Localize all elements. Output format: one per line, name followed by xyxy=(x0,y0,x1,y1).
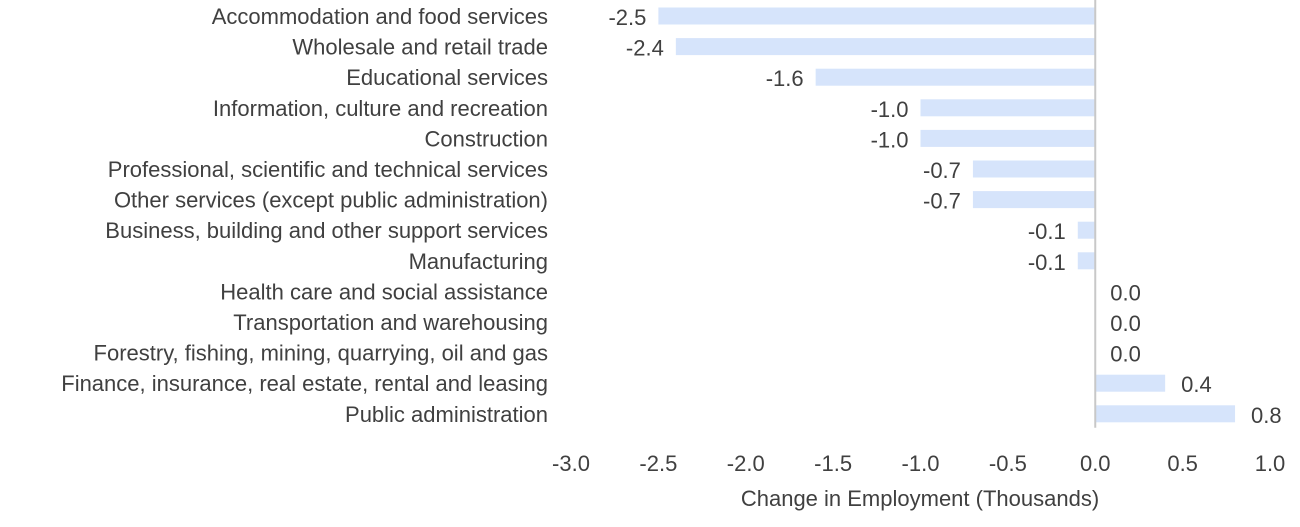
category-label: Wholesale and retail trade xyxy=(292,35,548,60)
category-label: Construction xyxy=(424,126,548,151)
x-tick-label: 1.0 xyxy=(1255,451,1286,476)
x-tick-label: -2.5 xyxy=(639,451,677,476)
x-tick-label: -1.5 xyxy=(814,451,852,476)
x-axis-title: Change in Employment (Thousands) xyxy=(741,486,1099,511)
bar xyxy=(972,160,1096,178)
bar xyxy=(972,191,1096,209)
data-label: 0.0 xyxy=(1110,311,1141,336)
data-label: -0.7 xyxy=(923,158,961,183)
data-label: -0.7 xyxy=(923,189,961,214)
bars-group xyxy=(658,7,1236,423)
data-label: -0.1 xyxy=(1028,250,1066,275)
data-label: 0.0 xyxy=(1110,342,1141,367)
bar xyxy=(1095,374,1166,392)
bar xyxy=(815,68,1096,86)
x-tick-label: 0.5 xyxy=(1167,451,1198,476)
category-label: Forestry, fishing, mining, quarrying, oi… xyxy=(94,341,548,366)
category-label: Public administration xyxy=(345,402,548,427)
data-label: 0.0 xyxy=(1110,280,1141,305)
labels-group: Accommodation and food services -2.5 Whole… xyxy=(61,4,1285,476)
data-label: -1.0 xyxy=(871,127,909,152)
data-label: 0.8 xyxy=(1251,403,1282,428)
bar xyxy=(920,99,1096,117)
category-label: Other services (except public administra… xyxy=(114,188,548,213)
category-label: Accommodation and food services xyxy=(212,4,548,29)
x-tick-label: -1.0 xyxy=(902,451,940,476)
category-label: Professional, scientific and technical s… xyxy=(108,157,548,182)
bar xyxy=(658,7,1096,25)
bar xyxy=(1077,221,1096,239)
data-label: -2.4 xyxy=(626,36,664,61)
bar xyxy=(1077,252,1096,270)
data-label: -1.0 xyxy=(871,97,909,122)
category-label: Information, culture and recreation xyxy=(213,96,548,121)
data-label: 0.4 xyxy=(1181,372,1212,397)
category-label: Business, building and other support ser… xyxy=(105,218,548,243)
data-label: -0.1 xyxy=(1028,219,1066,244)
category-label: Health care and social assistance xyxy=(220,279,548,304)
category-label: Finance, insurance, real estate, rental … xyxy=(61,371,548,396)
category-label: Transportation and warehousing xyxy=(233,310,548,335)
bar xyxy=(920,129,1096,147)
x-tick-label: -2.0 xyxy=(727,451,765,476)
bar xyxy=(1095,405,1236,423)
x-tick-label: -3.0 xyxy=(552,451,590,476)
x-tick-label: -0.5 xyxy=(989,451,1027,476)
x-tick-label: 0.0 xyxy=(1080,451,1111,476)
category-label: Educational services xyxy=(346,65,548,90)
data-label: -1.6 xyxy=(766,66,804,91)
category-label: Manufacturing xyxy=(409,249,548,274)
data-label: -2.5 xyxy=(608,5,646,30)
bar xyxy=(675,38,1096,56)
